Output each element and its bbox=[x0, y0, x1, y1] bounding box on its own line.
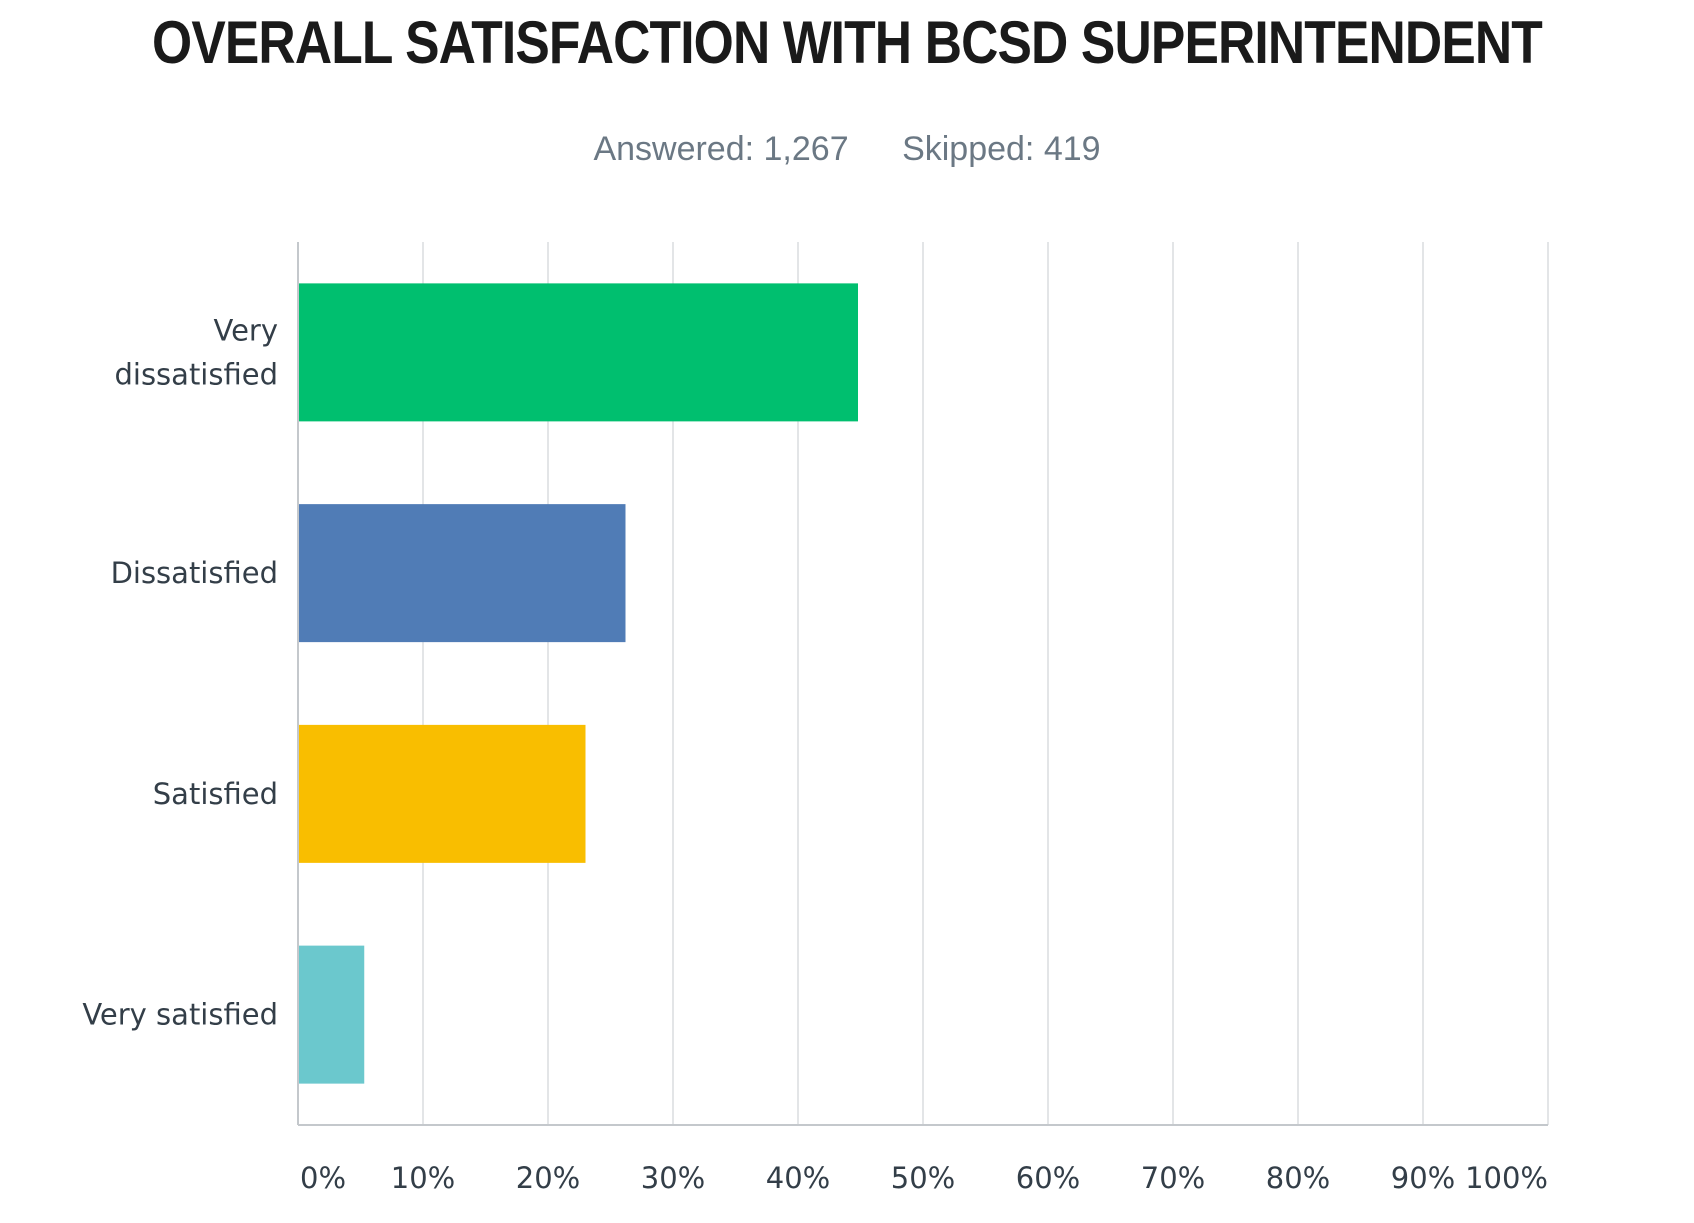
x-tick-label: 80% bbox=[1266, 1161, 1330, 1195]
answered-count: Answered: 1,267 bbox=[593, 130, 849, 168]
skipped-count: Skipped: 419 bbox=[902, 130, 1101, 168]
x-tick-label: 90% bbox=[1391, 1161, 1455, 1195]
chart-title: OVERALL SATISFACTION WITH BCSD SUPERINTE… bbox=[152, 9, 1543, 76]
category-label: Very satisfied bbox=[82, 998, 278, 1032]
x-tick-label: 70% bbox=[1141, 1161, 1205, 1195]
bar bbox=[298, 504, 626, 643]
response-summary: Answered: 1,267 Skipped: 419 bbox=[0, 130, 1694, 169]
category-label: Very bbox=[213, 313, 278, 347]
x-tick-label: 50% bbox=[891, 1161, 955, 1195]
x-tick-label: 0% bbox=[300, 1161, 346, 1195]
x-tick-label: 10% bbox=[391, 1161, 455, 1195]
category-label: Dissatisfied bbox=[111, 556, 278, 590]
bar bbox=[298, 283, 858, 422]
x-tick-label: 100% bbox=[1465, 1161, 1548, 1195]
category-label: Satisfied bbox=[153, 777, 278, 811]
x-tick-label: 30% bbox=[641, 1161, 705, 1195]
bar bbox=[298, 724, 586, 863]
bar bbox=[298, 945, 365, 1084]
category-label: dissatisfied bbox=[114, 357, 278, 391]
x-tick-label: 20% bbox=[516, 1161, 580, 1195]
x-tick-label: 60% bbox=[1016, 1161, 1080, 1195]
x-tick-label: 40% bbox=[766, 1161, 830, 1195]
